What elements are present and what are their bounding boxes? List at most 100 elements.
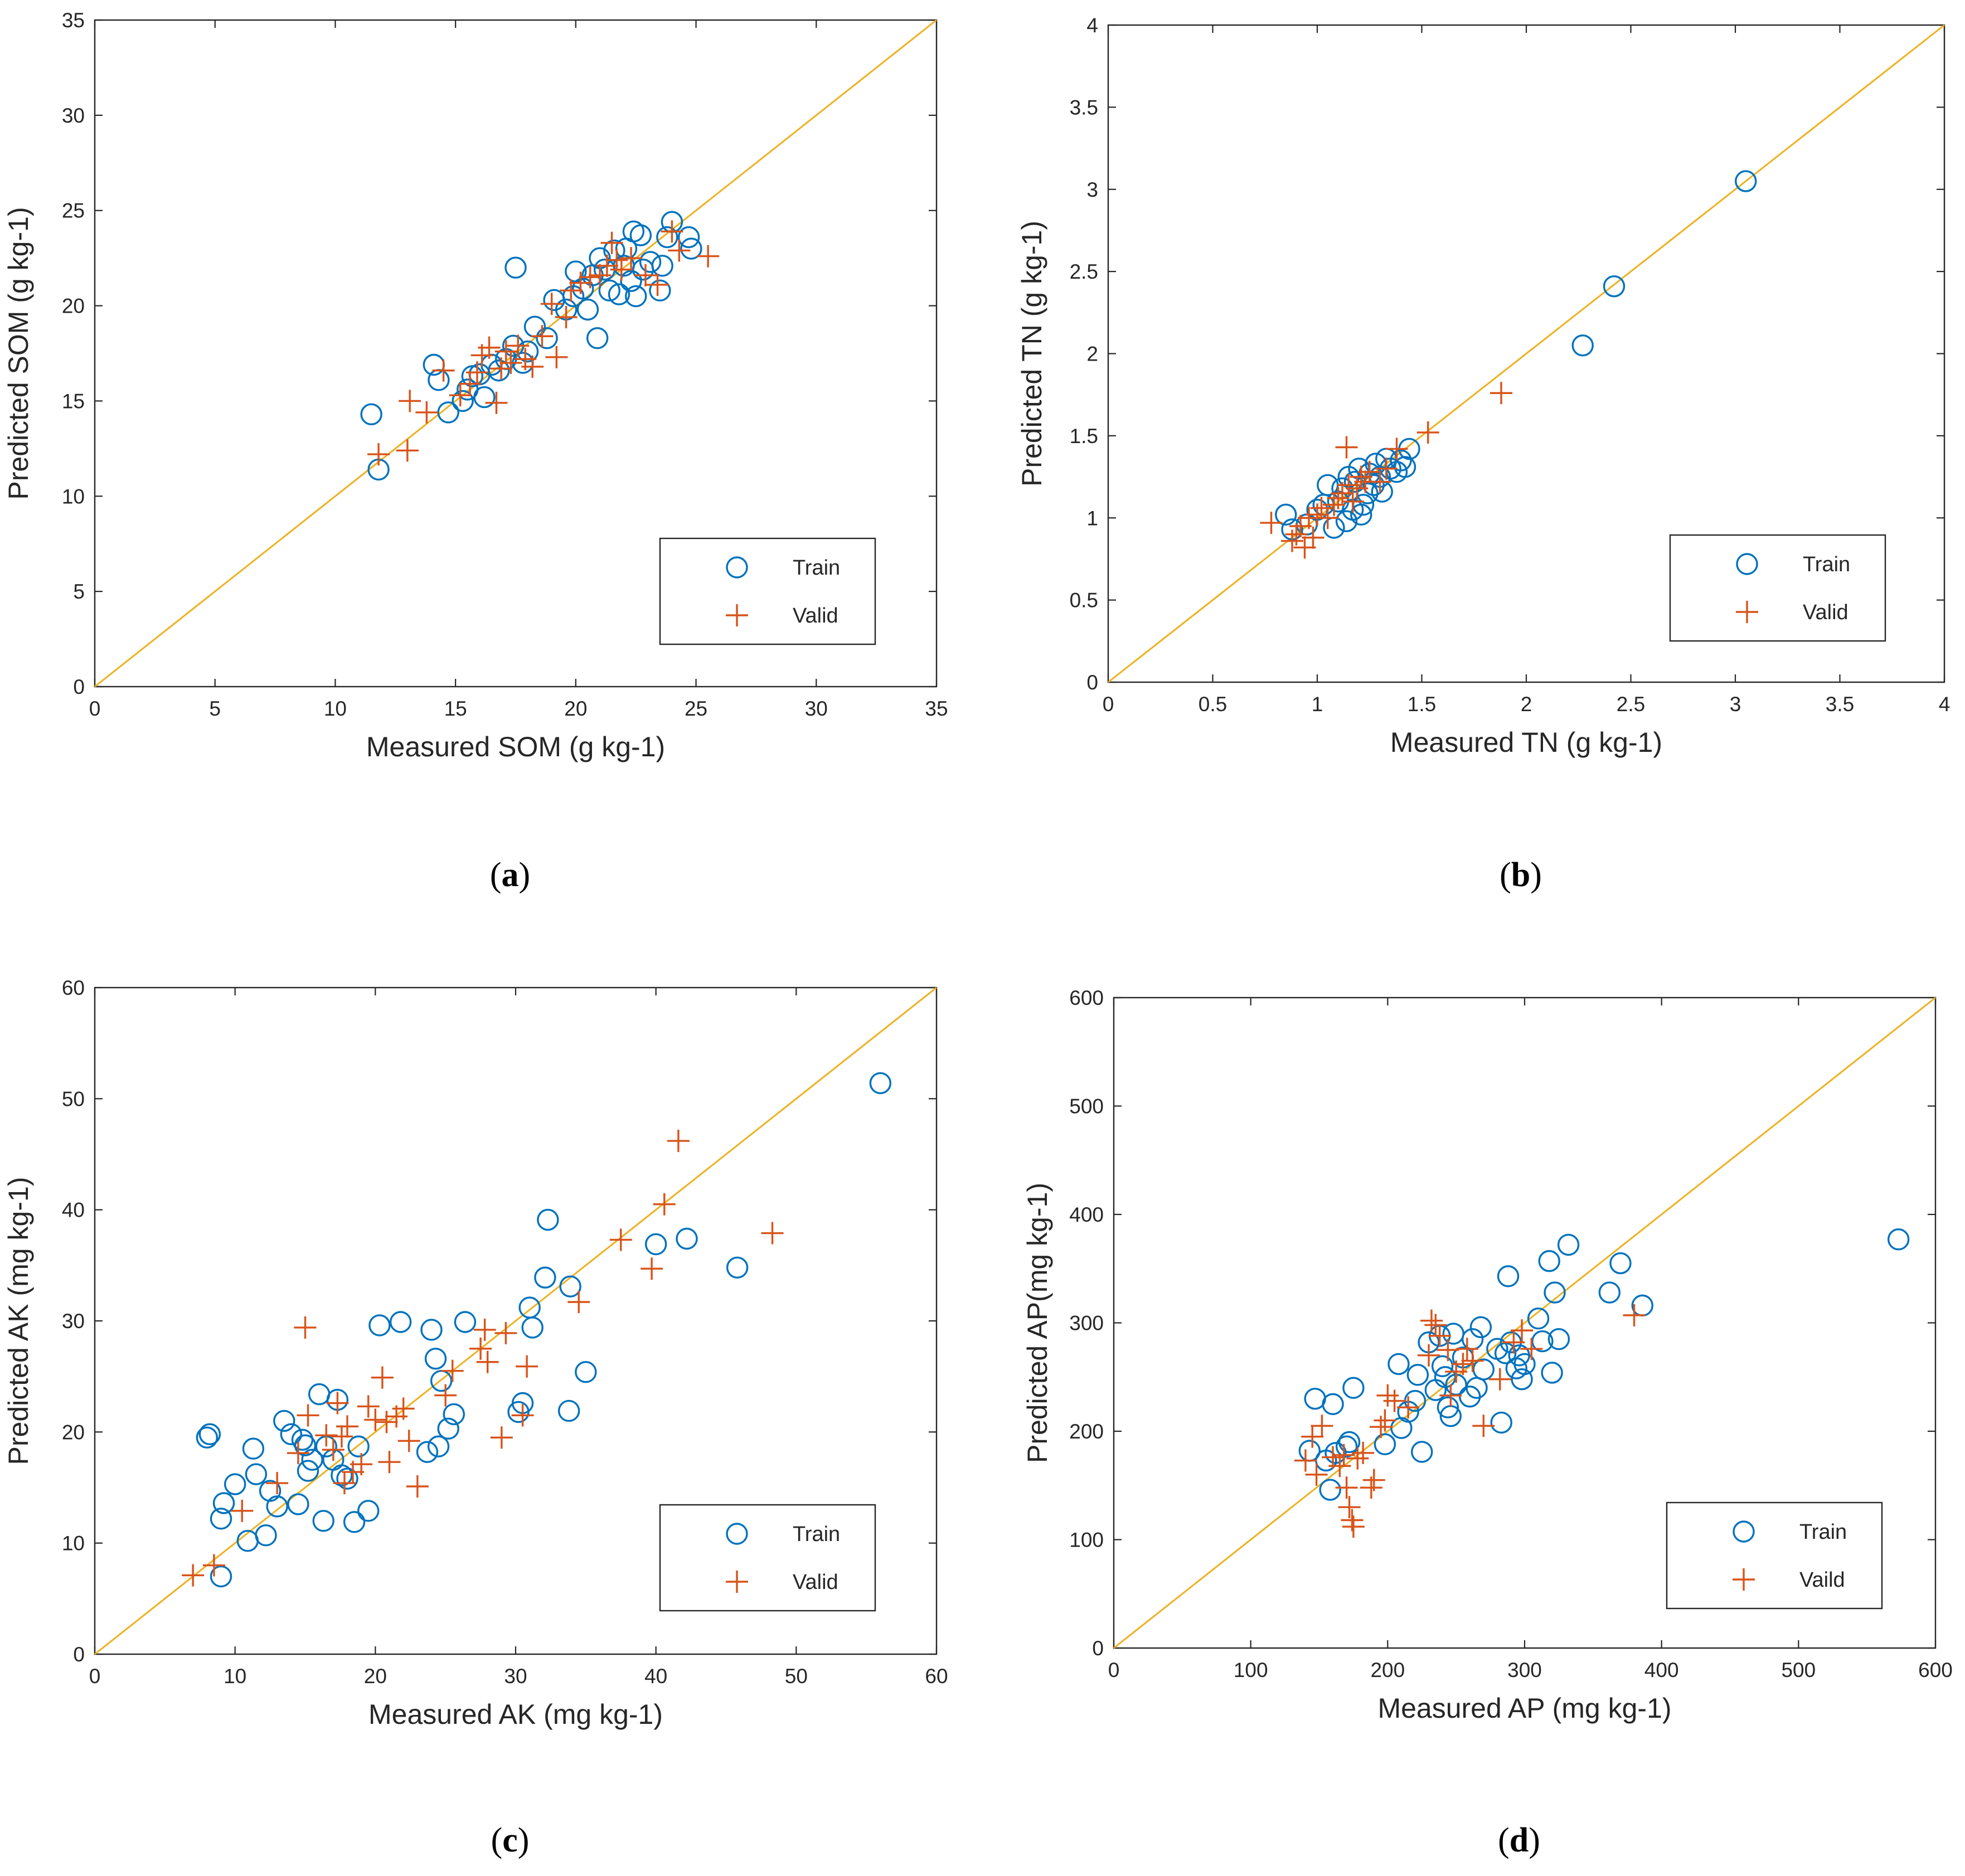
train-point <box>598 279 620 302</box>
valid-point <box>1416 421 1439 444</box>
train-point <box>437 401 459 424</box>
valid-point <box>1452 1353 1474 1376</box>
y-tick-label: 4 <box>1086 14 1098 37</box>
y-tick-label: 30 <box>62 104 85 127</box>
legend: Train Valid <box>659 1504 876 1612</box>
train-point <box>1603 275 1626 298</box>
train-point <box>1338 1431 1361 1454</box>
valid-point <box>231 1499 254 1522</box>
valid-point <box>469 1337 492 1360</box>
valid-point <box>579 266 601 289</box>
valid-point <box>490 1426 513 1449</box>
x-tick-label: 30 <box>805 697 828 720</box>
legend-box <box>659 537 876 645</box>
train-point <box>259 1480 282 1502</box>
legend-valid-marker <box>726 1571 748 1593</box>
valid-point <box>326 1392 349 1415</box>
y-tick-label: 30 <box>62 1310 85 1333</box>
train-point <box>504 256 527 279</box>
valid-point <box>476 1350 499 1373</box>
train-point <box>1598 1281 1621 1304</box>
legend-train-label: Train <box>793 556 840 580</box>
x-tick-label: 3 <box>1730 693 1741 716</box>
y-tick-label: 3 <box>1086 178 1098 201</box>
train-point <box>242 1437 265 1460</box>
valid-point <box>1383 1389 1406 1412</box>
legend-train-label: Train <box>1803 553 1850 576</box>
x-tick-label: 600 <box>1918 1659 1953 1681</box>
valid-point <box>1461 1349 1484 1372</box>
train-point <box>576 298 599 321</box>
train-point <box>308 1383 331 1406</box>
valid-point <box>1376 1384 1399 1407</box>
train-point <box>1342 1377 1365 1399</box>
y-tick-label: 35 <box>62 9 85 32</box>
valid-point <box>531 325 554 348</box>
train-point <box>416 1441 439 1463</box>
train-point <box>537 1208 559 1231</box>
train-point <box>1322 1393 1344 1416</box>
legend-train-label: Train <box>793 1523 840 1546</box>
series-train <box>196 1072 892 1588</box>
valid-point <box>1424 1314 1447 1336</box>
x-tick-label: 30 <box>504 1665 527 1688</box>
x-tick-label: 5 <box>209 697 221 720</box>
train-point <box>1557 1233 1580 1256</box>
x-tick-label: 0 <box>89 697 101 720</box>
train-point <box>196 1426 219 1449</box>
legend-box <box>1669 534 1886 642</box>
valid-point <box>494 340 517 363</box>
x-tick-label: 0 <box>1103 693 1114 716</box>
valid-point <box>399 390 421 412</box>
train-point <box>301 1449 323 1471</box>
valid-point <box>406 1475 429 1498</box>
valid-point <box>315 1424 338 1447</box>
valid-point <box>1327 487 1350 509</box>
legend: Train Valid <box>659 537 876 645</box>
valid-point <box>1428 1324 1451 1347</box>
train-point <box>518 1296 541 1319</box>
valid-point <box>555 306 578 329</box>
valid-point <box>1455 1338 1478 1360</box>
train-point <box>488 359 510 382</box>
legend-train-marker <box>1733 1520 1755 1543</box>
x-tick-label: 100 <box>1234 1659 1268 1681</box>
x-axis-label: Measured AP (mg kg-1) <box>1377 1693 1671 1724</box>
valid-point <box>1472 1415 1495 1437</box>
train-point <box>420 1319 443 1341</box>
train-point <box>869 1072 892 1095</box>
train-point <box>454 1311 477 1333</box>
train-point <box>343 1511 366 1533</box>
train-point <box>266 1495 288 1518</box>
x-tick-label: 3.5 <box>1826 693 1854 716</box>
valid-point <box>432 359 455 382</box>
y-tick-label: 2 <box>1086 343 1098 366</box>
x-axis-label: Measured AK (mg kg-1) <box>368 1699 663 1730</box>
y-tick-label: 200 <box>1069 1420 1104 1443</box>
valid-point <box>449 384 472 407</box>
valid-point <box>653 1193 676 1216</box>
train-point <box>255 1524 277 1547</box>
valid-point <box>297 1404 319 1427</box>
train-point <box>443 1403 465 1426</box>
y-tick-label: 0 <box>73 675 85 698</box>
valid-point <box>499 352 522 375</box>
valid-point <box>511 1404 534 1427</box>
valid-point <box>1623 1304 1646 1326</box>
train-point <box>210 1565 232 1588</box>
panel-caption: (a) <box>490 856 530 894</box>
valid-point <box>1332 1444 1355 1466</box>
train-point <box>559 1275 581 1297</box>
train-point <box>1437 1396 1459 1418</box>
y-tick-label: 20 <box>62 295 85 318</box>
legend-valid-marker <box>1733 1568 1755 1591</box>
x-tick-label: 200 <box>1370 1659 1405 1681</box>
valid-point <box>336 1415 358 1438</box>
valid-point <box>600 231 623 254</box>
train-point <box>1735 170 1757 192</box>
x-tick-label: 15 <box>444 697 467 720</box>
valid-point <box>516 1355 538 1378</box>
legend-valid-marker <box>726 604 748 626</box>
valid-point <box>350 1453 373 1476</box>
x-tick-label: 20 <box>364 1665 387 1688</box>
